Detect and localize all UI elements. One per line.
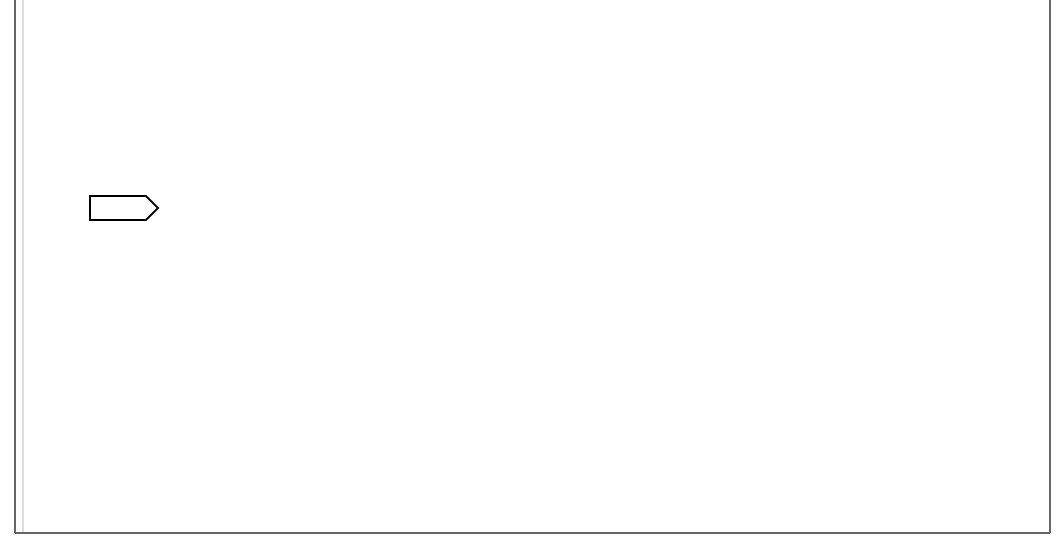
clock-pin[interactable] — [90, 196, 158, 220]
